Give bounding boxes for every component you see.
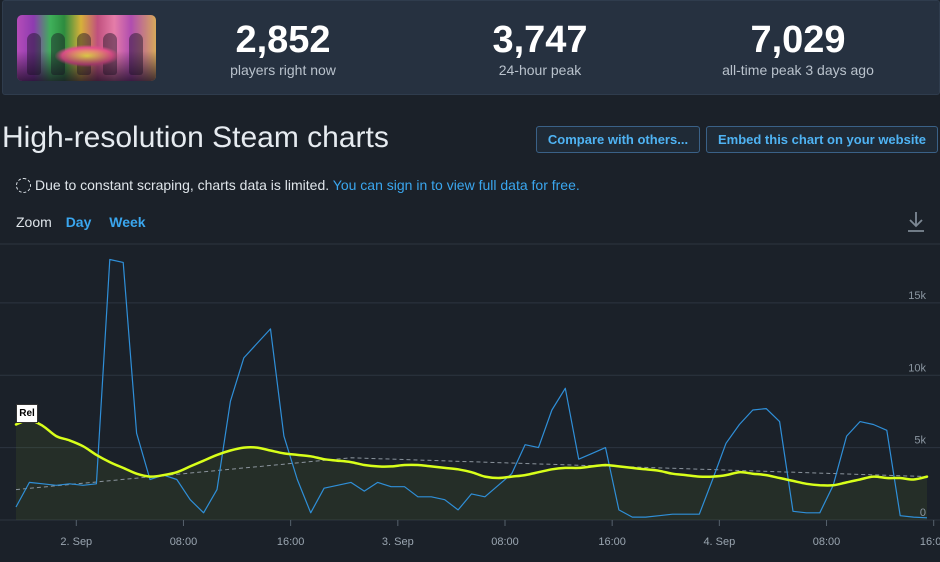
stat-label: players right now bbox=[230, 62, 336, 78]
zoom-day-button[interactable]: Day bbox=[65, 214, 92, 230]
x-tick-label: 08:00 bbox=[491, 536, 519, 548]
stat-current-players: 2,852 players right now bbox=[163, 19, 403, 79]
download-icon[interactable] bbox=[905, 210, 927, 234]
stats-bar: 2,852 players right now 3,747 24-hour pe… bbox=[2, 0, 940, 95]
stat-all-time-peak: 7,029 all-time peak 3 days ago bbox=[678, 19, 918, 79]
x-tick-label: 3. Sep bbox=[382, 536, 414, 548]
average-area bbox=[16, 420, 927, 520]
loading-icon bbox=[16, 178, 31, 193]
embed-chart-button[interactable]: Embed this chart on your website bbox=[706, 126, 938, 153]
y-tick-label: 5k bbox=[914, 435, 926, 447]
y-tick-label: 15k bbox=[908, 290, 926, 302]
game-thumbnail[interactable] bbox=[17, 15, 156, 81]
zoom-controls: Zoom Day Week bbox=[16, 213, 160, 231]
data-limit-notice: Due to constant scraping, charts data is… bbox=[16, 176, 580, 194]
series-average-line bbox=[14, 418, 929, 487]
series-players-line bbox=[15, 258, 928, 519]
sign-in-link[interactable]: You can sign in to view full data for fr… bbox=[332, 177, 580, 193]
chart-axes: 0 5k 10k 15k 2. Sep 08:00 16:00 3. Sep 08:00 16:0… bbox=[60, 290, 940, 548]
x-tick-label: 4. Sep bbox=[703, 536, 735, 548]
page-title: High-resolution Steam charts bbox=[2, 121, 389, 154]
release-flag[interactable]: Rel bbox=[16, 404, 38, 423]
x-tick-label: 16:00 bbox=[598, 536, 626, 548]
stat-value: 2,852 bbox=[235, 19, 331, 61]
stat-label: all-time peak 3 days ago bbox=[722, 62, 874, 78]
stat-value: 7,029 bbox=[750, 19, 846, 61]
notice-text: Due to constant scraping, charts data is… bbox=[35, 177, 330, 193]
zoom-label: Zoom bbox=[16, 214, 52, 230]
x-tick-label: 2. Sep bbox=[60, 536, 92, 548]
x-tick-label: 16:00 bbox=[277, 536, 305, 548]
chart-area-fill bbox=[16, 420, 927, 520]
stat-value: 3,747 bbox=[492, 19, 588, 61]
y-tick-label: 0 bbox=[920, 507, 926, 519]
compare-button[interactable]: Compare with others... bbox=[536, 126, 700, 153]
x-tick-label: 08:00 bbox=[813, 536, 841, 548]
thumb-shade bbox=[17, 51, 156, 81]
series-trend-line bbox=[15, 457, 928, 491]
x-tick-label: 08:00 bbox=[170, 536, 198, 548]
x-tick-label: 16:00 bbox=[920, 536, 940, 548]
stat-24h-peak: 3,747 24-hour peak bbox=[420, 19, 660, 79]
stat-label: 24-hour peak bbox=[498, 62, 582, 78]
y-tick-label: 10k bbox=[908, 362, 926, 374]
zoom-week-button[interactable]: Week bbox=[109, 214, 146, 230]
